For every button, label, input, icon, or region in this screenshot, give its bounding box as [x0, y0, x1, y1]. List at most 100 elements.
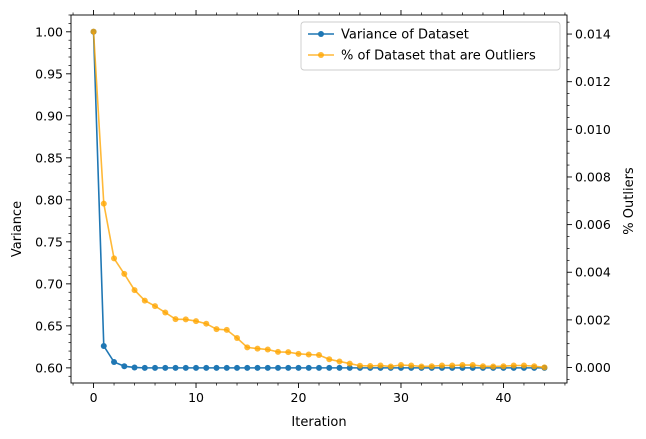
data-point: [387, 363, 394, 370]
data-point: [356, 362, 363, 369]
data-point: [326, 356, 333, 363]
series-line-0: [92, 31, 545, 369]
data-point: [90, 28, 97, 35]
data-point: [223, 326, 230, 333]
data-point: [295, 350, 302, 357]
data-point: [244, 364, 251, 371]
data-point: [234, 334, 241, 341]
data-point: [469, 362, 476, 369]
data-point: [490, 363, 497, 370]
data-point: [254, 364, 261, 371]
data-point: [162, 309, 169, 316]
data-point: [121, 363, 128, 370]
y-right-tick-label: 0.008: [575, 169, 611, 184]
data-point: [131, 287, 138, 294]
axes: 0 10 20 30 40 0.60 0.65 0.70 0.75 0.80 0.85 0.90 0.9…: [35, 10, 611, 405]
data-point: [295, 364, 302, 371]
data-point: [121, 270, 128, 277]
data-point: [223, 364, 230, 371]
plot-area: [90, 28, 548, 371]
data-point: [408, 362, 415, 369]
data-point: [510, 362, 517, 369]
y-left-tick-label: 0.85: [35, 150, 63, 165]
data-point: [234, 364, 241, 371]
x-tick-label: 40: [496, 390, 512, 405]
legend-box: [300, 21, 561, 71]
data-point: [459, 362, 466, 369]
data-point: [141, 364, 148, 371]
data-point: [285, 364, 292, 371]
data-point: [100, 200, 107, 207]
data-point: [100, 343, 107, 350]
legend-entry-label: % of Dataset that are Outliers: [341, 49, 536, 64]
data-point: [141, 297, 148, 304]
y-left-tick-label: 0.95: [35, 66, 63, 81]
data-point: [305, 364, 312, 371]
y-right-tick-label: 0.004: [575, 265, 611, 280]
y-axis-label-left: Variance: [10, 201, 25, 257]
data-point: [438, 362, 445, 369]
data-point: [346, 364, 353, 371]
data-point: [500, 363, 507, 370]
y-axis-label-right: % Outliers: [622, 167, 637, 235]
y-left-tick-label: 0.60: [35, 360, 63, 375]
data-point: [336, 364, 343, 371]
data-point: [479, 363, 486, 370]
data-point: [541, 364, 548, 371]
y-right-tick-label: 0.002: [575, 312, 611, 327]
y-right-tick-label: 0.000: [575, 360, 611, 375]
y-left-tick-label: 0.75: [35, 234, 63, 249]
y-left-tick-label: 0.80: [35, 192, 63, 207]
y-left-tick-label: 0.70: [35, 276, 63, 291]
y-right-tick-label: 0.014: [575, 27, 611, 42]
x-tick-label: 0: [90, 390, 98, 405]
y-right-tick-label: 0.012: [575, 74, 611, 89]
data-point: [131, 364, 138, 371]
data-point: [316, 364, 322, 371]
y-left-tick-label: 1.00: [35, 24, 63, 39]
data-point: [172, 364, 179, 371]
data-point: [367, 362, 374, 369]
legend: Variance of Dataset % of Dataset that are…: [300, 21, 561, 71]
data-point: [254, 345, 261, 352]
legend-swatch-marker: [318, 31, 324, 37]
data-point: [193, 318, 200, 325]
x-tick-label: 20: [291, 390, 307, 405]
y-right-tick-label: 0.006: [575, 217, 611, 232]
data-point: [449, 362, 456, 369]
data-point: [397, 362, 404, 369]
data-point: [182, 316, 189, 323]
data-point: [428, 363, 435, 370]
legend-entry-label: Variance of Dataset: [341, 28, 469, 43]
y-left-tick-label: 0.65: [35, 318, 63, 333]
data-point: [203, 320, 210, 327]
data-point: [326, 364, 333, 371]
data-point: [285, 349, 292, 356]
data-point: [213, 326, 220, 333]
y-left-tick-label: 0.90: [35, 108, 63, 123]
data-point: [275, 348, 282, 355]
data-point: [346, 360, 353, 367]
data-point: [213, 364, 220, 371]
data-point: [193, 364, 200, 371]
data-point: [264, 346, 271, 353]
data-point: [182, 364, 189, 371]
x-tick-label: 10: [188, 390, 204, 405]
data-point: [305, 351, 312, 358]
data-point: [244, 344, 251, 351]
data-point: [264, 364, 271, 371]
data-point: [111, 359, 118, 365]
y-right-tick-label: 0.010: [575, 122, 611, 137]
data-point: [172, 316, 179, 323]
data-point: [152, 303, 159, 310]
x-axis-label: Iteration: [291, 415, 346, 430]
series-line-1: [92, 31, 545, 369]
data-point: [316, 352, 322, 359]
data-point: [203, 364, 210, 371]
data-point: [520, 362, 527, 369]
data-point: [531, 363, 538, 370]
x-tick-label: 30: [393, 390, 409, 405]
data-point: [336, 358, 343, 365]
data-point: [275, 364, 282, 371]
data-point: [377, 362, 384, 369]
